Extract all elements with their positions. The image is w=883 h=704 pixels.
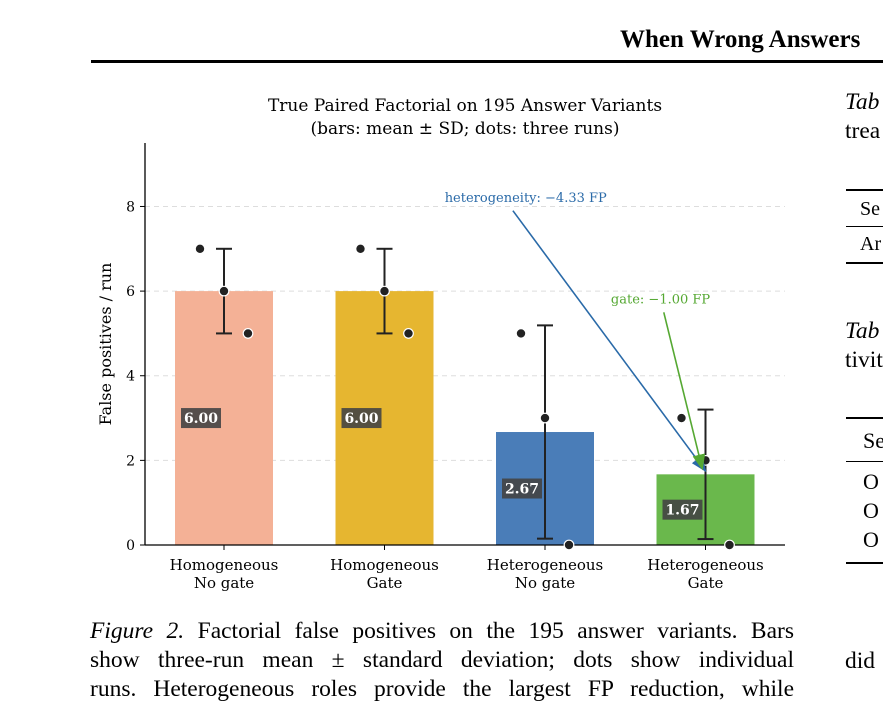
- caption-label: Figure 2.: [90, 618, 185, 644]
- run-dot: [515, 328, 527, 339]
- table-2-mid-rule: [846, 461, 883, 462]
- run-dot: [539, 412, 551, 424]
- caption-line-1: Factorial false positives on the 195 ans…: [197, 618, 795, 644]
- x-tick-label: Homogeneous: [170, 556, 279, 574]
- y-tick-label: 2: [126, 453, 135, 469]
- annotation-arrow: [512, 210, 707, 473]
- run-dot: [724, 539, 735, 551]
- run-dot: [218, 285, 230, 297]
- table-2-caption-line: tivit: [845, 347, 883, 373]
- run-dot: [403, 328, 414, 339]
- table-2-body-cell: O: [863, 469, 879, 494]
- annotation-label: gate: −1.00 FP: [611, 293, 710, 308]
- x-tick-label: No gate: [194, 574, 254, 592]
- table-1-mid-rule: [846, 226, 883, 227]
- x-tick-label: No gate: [515, 574, 575, 592]
- table-2-top-rule: [846, 417, 883, 419]
- running-title: When Wrong Answers: [620, 26, 861, 53]
- y-tick-label: 4: [126, 369, 135, 385]
- annotation-arrow: [662, 312, 706, 471]
- chart-subtitle: (bars: mean ± SD; dots: three runs): [311, 119, 620, 139]
- table-2-body-cell: O: [863, 498, 879, 523]
- value-label-box: [341, 408, 382, 429]
- table-2-body-cell: O: [863, 527, 879, 552]
- run-dot: [194, 243, 206, 255]
- table-1-label: Tab: [845, 89, 880, 115]
- run-dot: [242, 328, 254, 339]
- value-label: 6.00: [344, 411, 378, 427]
- y-tick-label: 6: [126, 284, 135, 300]
- value-label-box: [662, 499, 703, 520]
- y-tick-label: 0: [126, 538, 135, 554]
- x-tick-label: Heterogeneous: [487, 556, 603, 574]
- x-tick-label: Heterogeneous: [647, 556, 763, 574]
- table-1-top-rule: [846, 189, 883, 191]
- table-1-bottom-rule: [846, 262, 883, 264]
- run-dot: [676, 412, 687, 424]
- x-tick-label: Gate: [367, 574, 403, 592]
- y-axis-label: False positives / run: [96, 263, 115, 426]
- run-dot: [379, 285, 390, 297]
- table-1-body-cell: Ar: [860, 233, 882, 255]
- table-2-header-cell: Se: [863, 428, 883, 453]
- x-tick-label: Homogeneous: [330, 556, 439, 574]
- table-1-header-cell: Se: [860, 198, 880, 220]
- caption-line-3: runs. Heterogeneous roles provide the la…: [90, 676, 794, 702]
- value-label: 6.00: [184, 411, 218, 427]
- value-label: 2.67: [505, 482, 539, 498]
- annotation-label: heterogeneity: −4.33 FP: [445, 191, 607, 206]
- run-dot: [355, 243, 366, 255]
- caption-line-2: show three-run mean ± standard deviation…: [90, 647, 794, 673]
- run-dot: [700, 454, 711, 466]
- table-1-caption-line: trea: [845, 118, 881, 144]
- chart-title: True Paired Factorial on 195 Answer Vari…: [268, 96, 662, 116]
- body-text-fragment: did: [845, 648, 876, 674]
- table-2-label: Tab: [845, 318, 880, 344]
- value-label: 1.67: [665, 503, 699, 519]
- table-2-bottom-rule: [846, 562, 883, 564]
- run-dot: [563, 539, 575, 551]
- value-label-box: [181, 408, 221, 429]
- y-tick-label: 8: [126, 199, 135, 215]
- x-tick-label: Gate: [688, 574, 724, 592]
- header-rule: [91, 60, 883, 63]
- figure-caption: Figure 2. Factorial false positives on t…: [90, 617, 794, 704]
- value-label-box: [502, 478, 542, 499]
- bar-chart: True Paired Factorial on 195 Answer Vari…: [96, 96, 785, 592]
